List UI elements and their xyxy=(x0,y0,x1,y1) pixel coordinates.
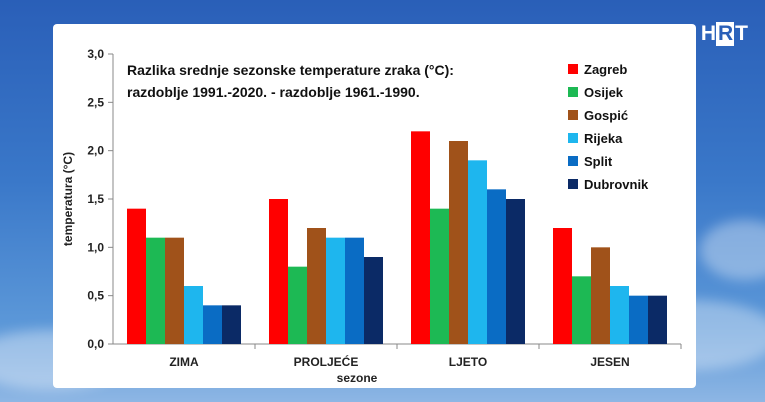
bar-zagreb-proljeće xyxy=(269,199,288,344)
bar-chart: 0,0 0,5 1,0 1,5 2,0 2,5 3,0 ZIMA PROLJEĆE LJETO JE… xyxy=(61,47,682,385)
legend-label-rijeka: Rijeka xyxy=(584,131,623,146)
logo-letter: R xyxy=(716,22,735,46)
bar-rijeka-jesen xyxy=(610,286,629,344)
legend-swatch-dubrovnik xyxy=(568,179,578,189)
y-axis-label: temperatura (°C) xyxy=(61,152,75,246)
bar-rijeka-ljeto xyxy=(468,160,487,344)
x-axis-label: sezone xyxy=(337,371,378,385)
bar-dubrovnik-jesen xyxy=(648,295,667,344)
bar-gospić-proljeće xyxy=(307,228,326,344)
bar-gospić-jesen xyxy=(591,247,610,344)
bar-split-ljeto xyxy=(487,189,506,344)
legend-label-gospić: Gospić xyxy=(584,108,628,123)
bar-osijek-proljeće xyxy=(288,266,307,344)
bar-dubrovnik-proljeće xyxy=(364,257,383,344)
bar-zagreb-jesen xyxy=(553,228,572,344)
bar-split-proljeće xyxy=(345,237,364,344)
y-tick-label: 2,0 xyxy=(87,144,104,158)
chart-panel: 0,0 0,5 1,0 1,5 2,0 2,5 3,0 ZIMA PROLJEĆE LJETO JE… xyxy=(53,24,696,388)
legend-label-split: Split xyxy=(584,154,613,169)
y-tick-label: 1,5 xyxy=(87,192,104,206)
legend-label-osijek: Osijek xyxy=(584,85,624,100)
x-tick-label: JESEN xyxy=(590,355,629,369)
y-tick-label: 1,0 xyxy=(87,240,104,254)
x-tick-label: ZIMA xyxy=(169,355,199,369)
bar-zagreb-ljeto xyxy=(411,131,430,344)
logo-letter: T xyxy=(735,22,748,45)
bar-split-zima xyxy=(203,305,222,344)
bar-osijek-ljeto xyxy=(430,208,449,344)
x-tick-label: LJETO xyxy=(449,355,487,369)
bar-rijeka-proljeće xyxy=(326,237,345,344)
legend-label-dubrovnik: Dubrovnik xyxy=(584,177,649,192)
bar-rijeka-zima xyxy=(184,286,203,344)
bar-dubrovnik-zima xyxy=(222,305,241,344)
legend-label-zagreb: Zagreb xyxy=(584,62,627,77)
legend-swatch-osijek xyxy=(568,87,578,97)
x-tick-label: PROLJEĆE xyxy=(294,354,359,369)
legend-swatch-split xyxy=(568,156,578,166)
logo-letter: H xyxy=(700,22,716,45)
legend-swatch-gospić xyxy=(568,110,578,120)
chart-title-line: Razlika srednje sezonske temperature zra… xyxy=(127,62,454,78)
bar-dubrovnik-ljeto xyxy=(506,199,525,344)
bar-osijek-jesen xyxy=(572,276,591,344)
bar-zagreb-zima xyxy=(127,208,146,344)
bar-gospić-ljeto xyxy=(449,141,468,344)
y-tick-label: 2,5 xyxy=(87,95,104,109)
bar-osijek-zima xyxy=(146,237,165,344)
y-tick-label: 3,0 xyxy=(87,47,104,61)
legend-swatch-rijeka xyxy=(568,133,578,143)
legend-swatch-zagreb xyxy=(568,64,578,74)
y-tick-label: 0,0 xyxy=(87,337,104,351)
cloud-decoration xyxy=(700,220,765,280)
y-tick-label: 0,5 xyxy=(87,289,104,303)
chart-title-line: razdoblje 1991.-2020. - razdoblje 1961.-… xyxy=(127,84,420,100)
bar-gospić-zima xyxy=(165,237,184,344)
bar-split-jesen xyxy=(629,295,648,344)
